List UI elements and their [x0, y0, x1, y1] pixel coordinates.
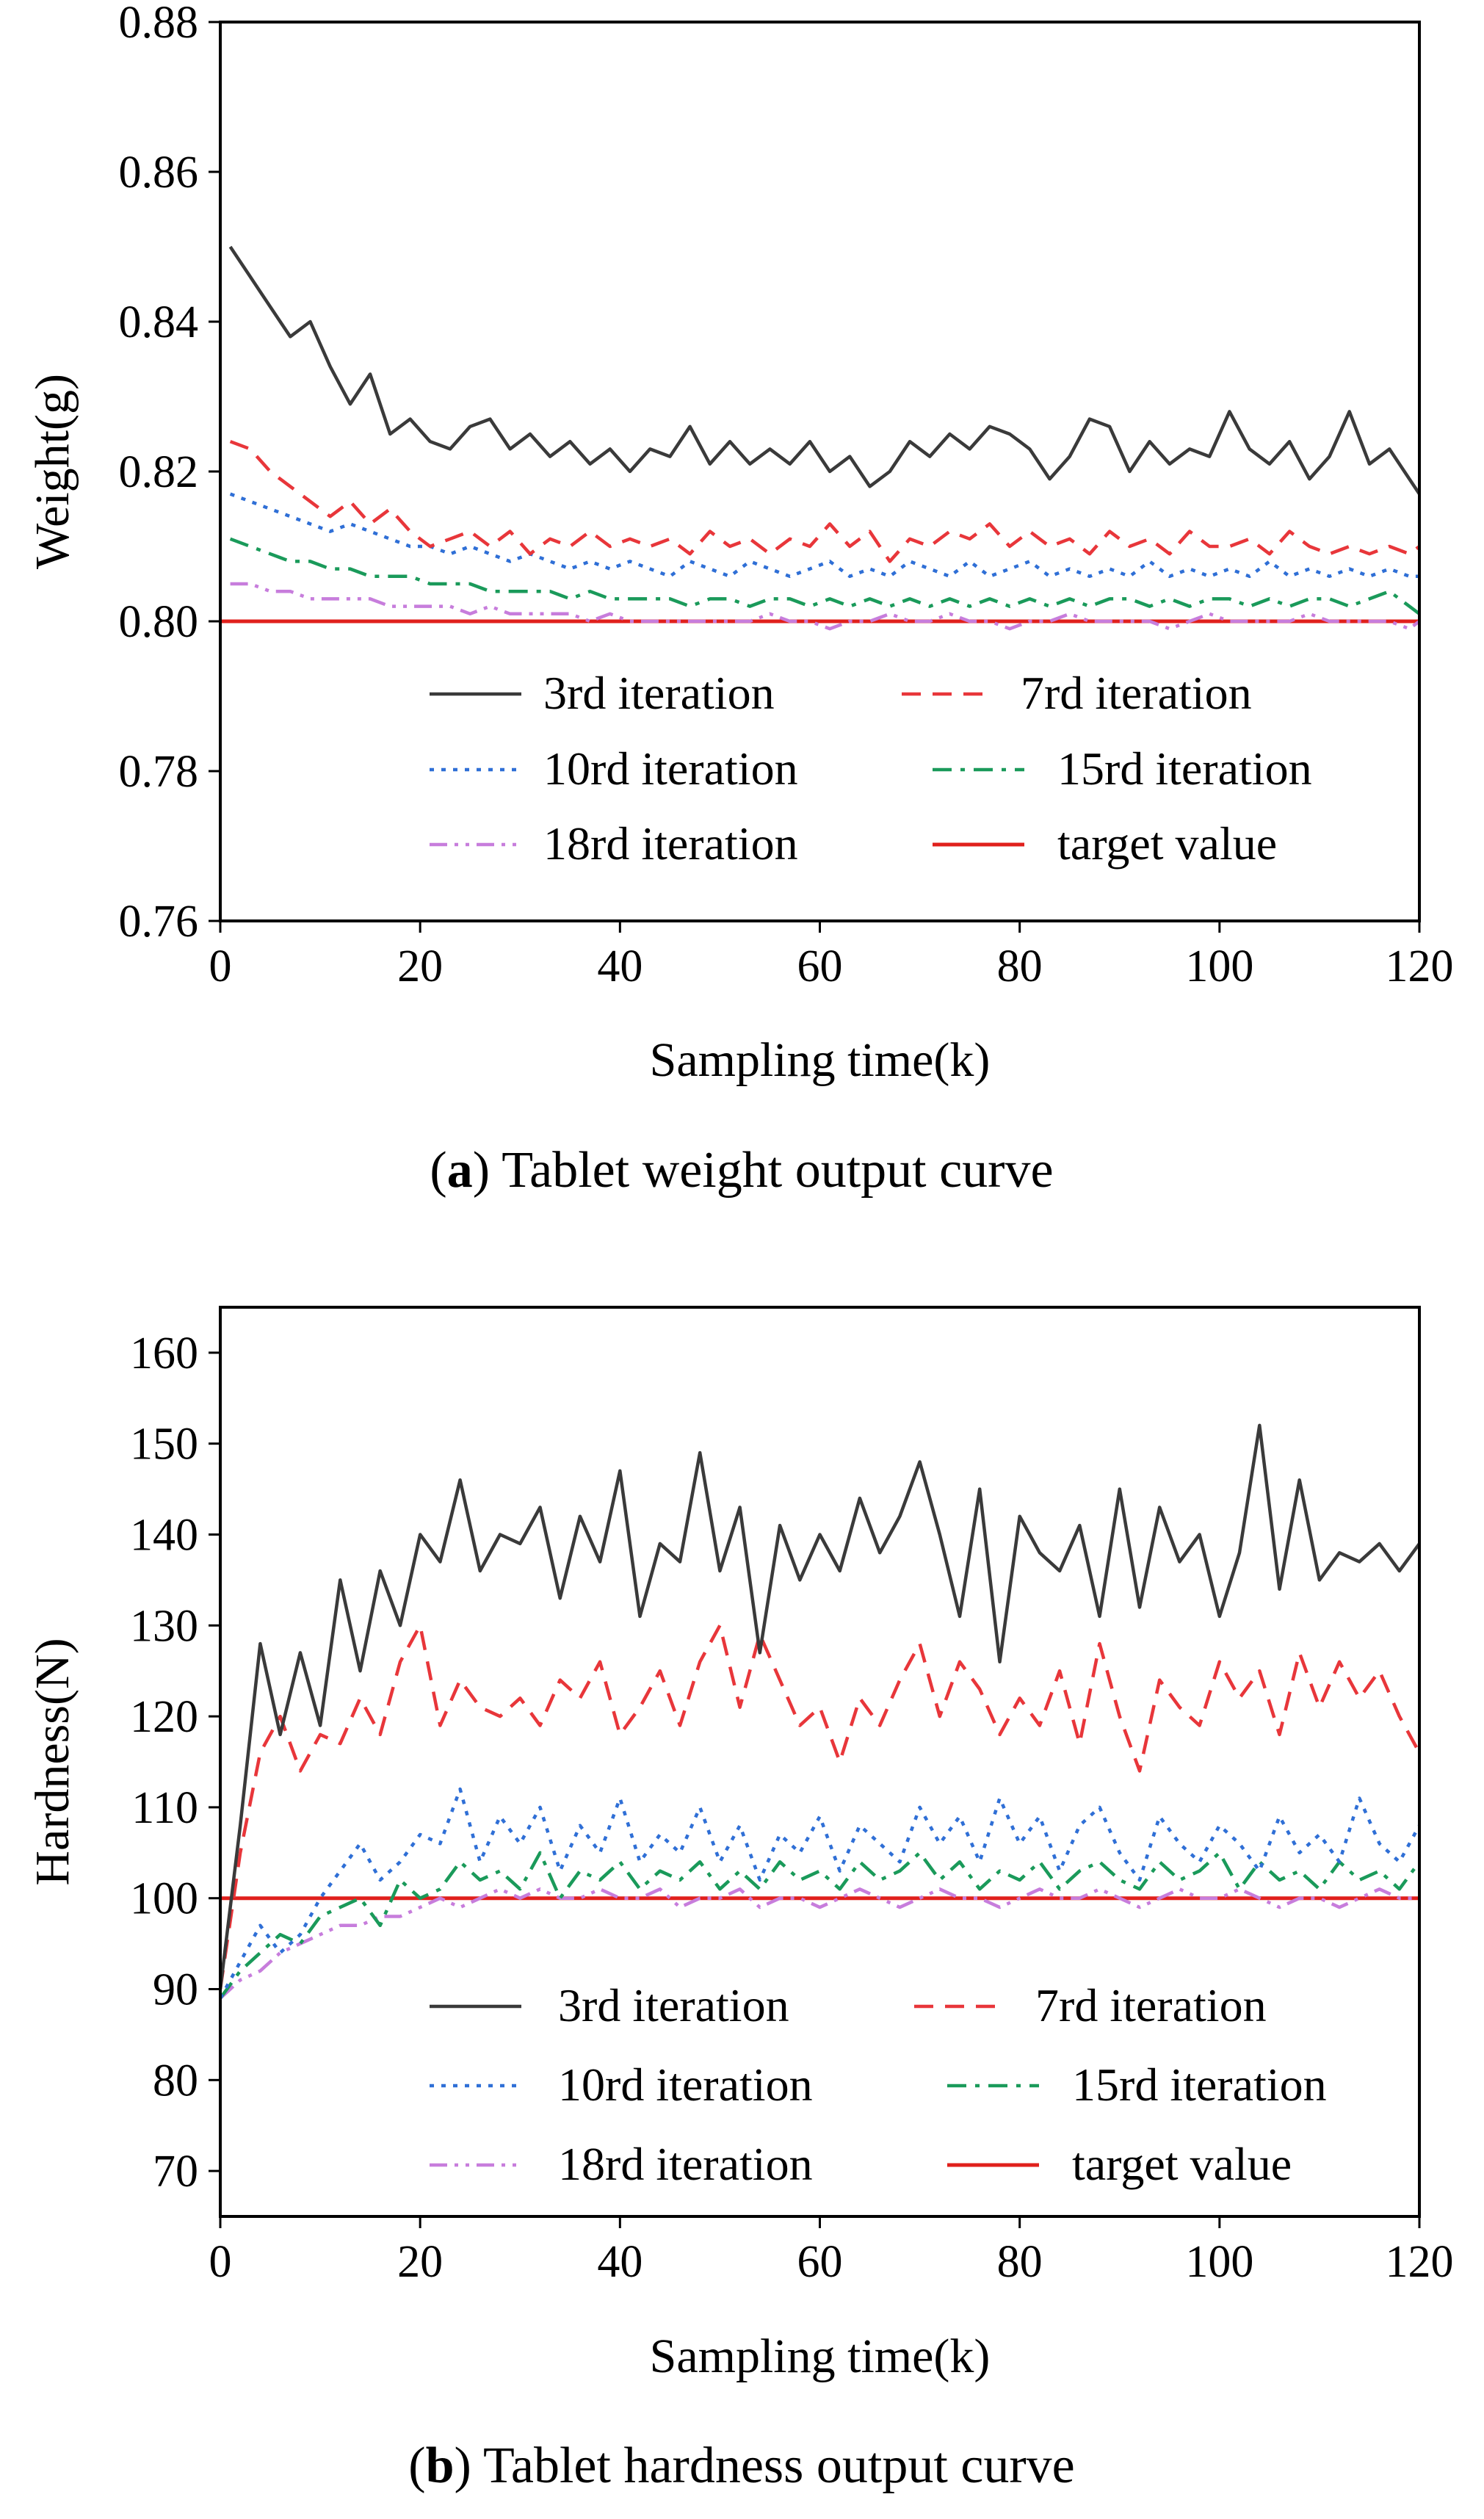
chart-b-y-tick-label: 150: [130, 1420, 198, 1470]
chart-b-x-tick-label: 60: [797, 2237, 843, 2287]
chart-a-y-axis-label: Weight(g): [26, 374, 79, 569]
chart-a-legend-label-4: 18rd iteration: [543, 817, 798, 870]
chart-b-y-tick-label: 110: [131, 1783, 198, 1833]
chart-a-x-tick-label: 80: [997, 942, 1043, 991]
chart-b-y-tick-label: 80: [153, 2056, 198, 2106]
chart-a-series-line-0: [228, 245, 1419, 495]
chart-b-series-line-1: [220, 1624, 1419, 1989]
chart-a-x-tick-label: 100: [1185, 942, 1253, 991]
chart-b-y-axis-label: Hardness(N): [26, 1638, 79, 1885]
chart-b-y-tick-label: 120: [130, 1692, 198, 1742]
chart-a-x-tick-label: 0: [209, 942, 232, 991]
chart-b-legend-label-3: 15rd iteration: [1072, 2059, 1327, 2111]
chart-a-y-tick-label: 0.76: [119, 897, 199, 947]
chart-a-y-tick-label: 0.86: [119, 148, 199, 198]
chart-b-x-tick-label: 100: [1185, 2237, 1253, 2287]
chart-a-legend-label-1: 7rd iteration: [1021, 667, 1252, 719]
chart-b-series-line-3: [220, 1851, 1419, 2000]
chart-b-series-line-0: [220, 1423, 1419, 1989]
chart-a-legend: 3rd iteration 7rd iteration 10rd iteration…: [430, 667, 1312, 870]
chart-a-x-axis-label: Sampling time(k): [650, 1033, 991, 1087]
chart-b-x-tick-label: 40: [597, 2237, 643, 2287]
chart-b-series-line-2: [220, 1787, 1419, 1999]
chart-b-y-tick-label: 100: [130, 1874, 198, 1924]
chart-b-y-tick-label: 130: [130, 1601, 198, 1651]
chart-b-legend-label-4: 18rd iteration: [558, 2138, 813, 2190]
chart-a-x-tick-label: 60: [797, 942, 843, 991]
chart-b-y-tick-label: 160: [130, 1329, 198, 1378]
chart-b-legend-label-2: 10rd iteration: [558, 2059, 813, 2111]
chart-b-y-tick-label: 90: [153, 1965, 198, 2015]
chart-a-y-tick-label: 0.80: [119, 597, 199, 647]
chart-b-x-tick-label: 120: [1386, 2237, 1454, 2287]
chart-a-legend-label-0: 3rd iteration: [543, 667, 775, 719]
chart-a-series-line-3: [229, 537, 1419, 615]
chart-b-x-axis-label: Sampling time(k): [650, 2330, 991, 2383]
chart-b-legend-label-1: 7rd iteration: [1035, 1979, 1267, 2031]
chart-b-legend: 3rd iteration 7rd iteration 10rd iteration…: [430, 1979, 1327, 2190]
chart-a-x-tick-label: 20: [397, 942, 443, 991]
chart-b-legend-label-0: 3rd iteration: [558, 1979, 789, 2031]
chart-b-y-tick-label: 70: [153, 2147, 198, 2197]
chart-a-weight: 0 20 40 60 80 100 120 0.76 0.78 0.80 0.82 0.84 0.86 0…: [26, 0, 1453, 1087]
chart-a-series-line-1: [229, 440, 1419, 563]
chart-a-legend-label-5: target value: [1057, 817, 1277, 870]
chart-a-legend-label-2: 10rd iteration: [543, 742, 798, 795]
chart-b-series-line-4: [220, 1887, 1419, 2000]
chart-b-x-tick-label: 80: [997, 2237, 1043, 2287]
chart-b-y-tick-label: 140: [130, 1511, 198, 1561]
chart-a-y-tick-label: 0.78: [119, 747, 199, 797]
chart-b-x-tick-label: 0: [209, 2237, 232, 2287]
caption-a: (a) Tablet weight output curve: [430, 1142, 1053, 1199]
chart-a-y-tick-label: 0.84: [119, 297, 199, 347]
chart-b-hardness: 0 20 40 60 80 100 120 70 80 90 100 110 120 130 140 150 1…: [26, 1306, 1454, 2383]
chart-a-x-tick-label: 40: [597, 942, 643, 991]
chart-b-legend-label-5: target value: [1072, 2138, 1292, 2190]
chart-b-x-tick-label: 20: [397, 2237, 443, 2287]
caption-b: (b) Tablet hardness output curve: [408, 2437, 1074, 2494]
chart-a-y-tick-label: 0.82: [119, 447, 199, 497]
chart-a-legend-label-3: 15rd iteration: [1057, 742, 1312, 795]
chart-a-y-tick-label: 0.88: [119, 0, 199, 48]
chart-a-x-tick-label: 120: [1386, 942, 1454, 991]
chart-a-series-line-4: [230, 582, 1419, 631]
